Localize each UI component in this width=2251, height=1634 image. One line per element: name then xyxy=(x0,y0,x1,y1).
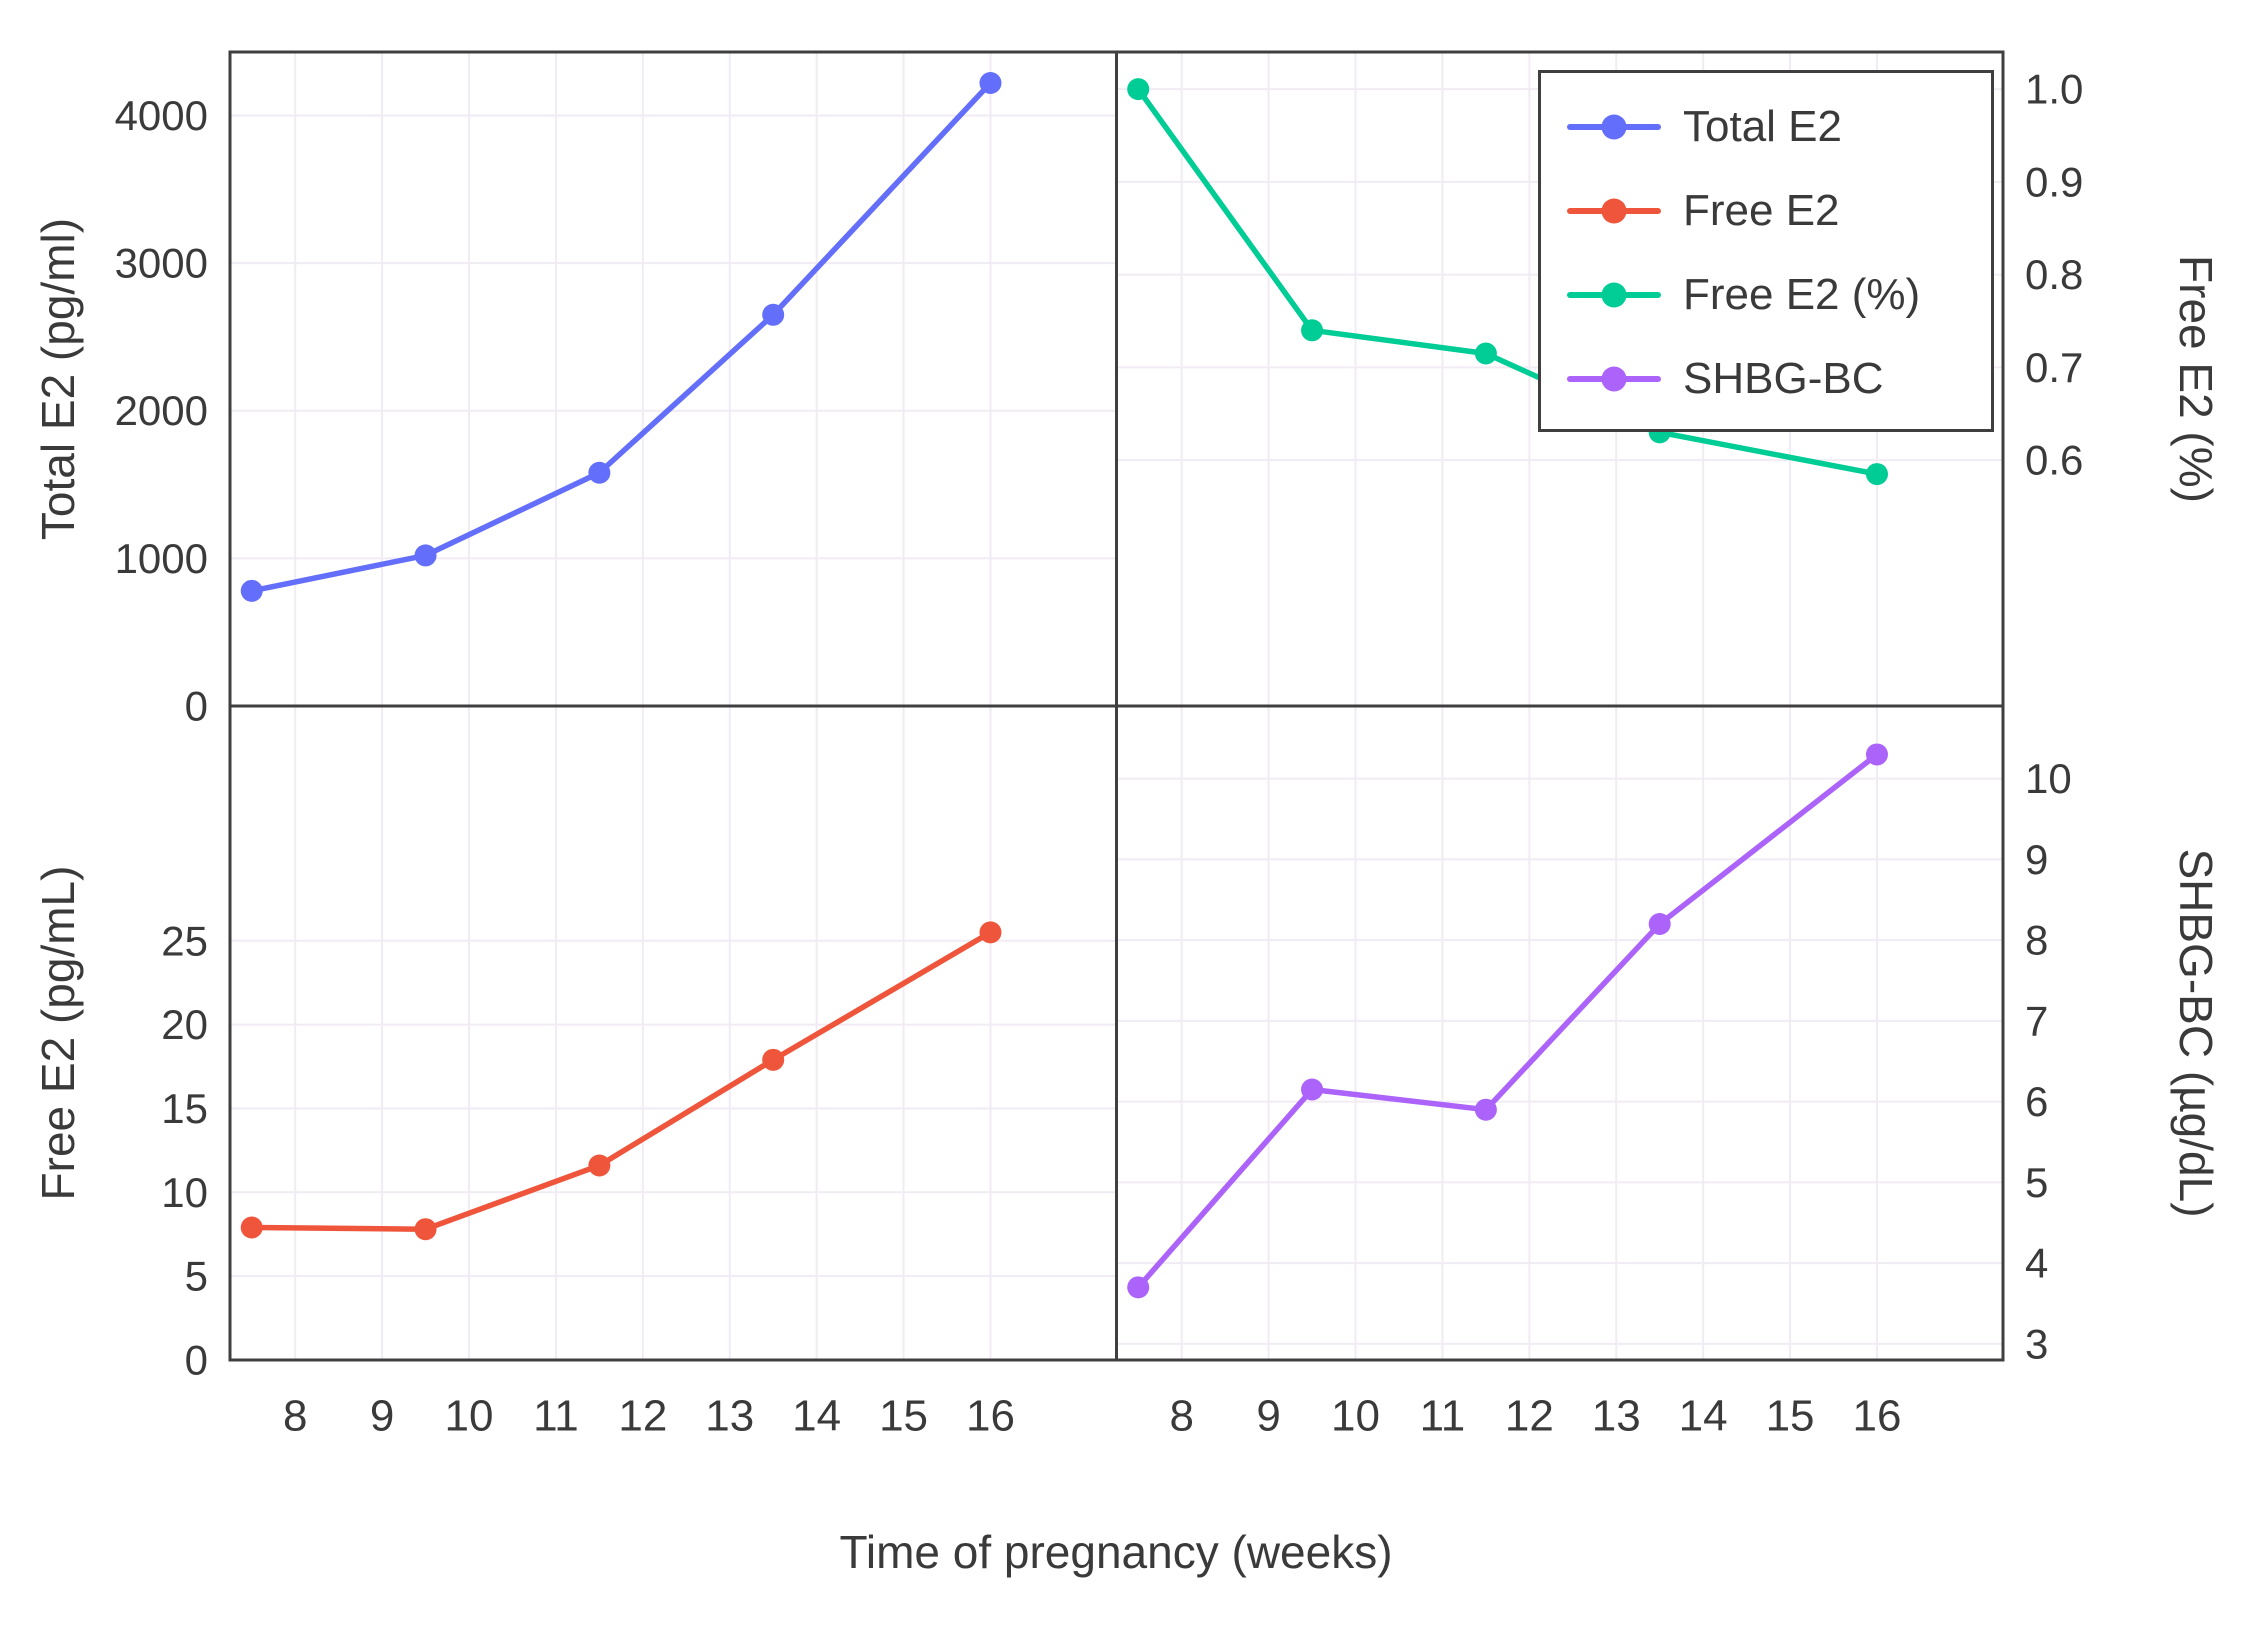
legend-label-free-e2-percent: Free E2 (%) xyxy=(1683,270,1921,319)
y-tick-label: 3000 xyxy=(115,240,208,287)
y-tick-label: 25 xyxy=(161,917,208,964)
y-tick-label: 1000 xyxy=(115,535,208,582)
free-e2-point xyxy=(1127,78,1150,101)
x-tick-label: 16 xyxy=(1853,1392,1902,1441)
legend-label-free-e2: Free E2 xyxy=(1683,186,1840,235)
y-tick-label: 20 xyxy=(161,1001,208,1048)
x-tick-label: 16 xyxy=(966,1392,1015,1441)
x-tick-label: 13 xyxy=(1592,1392,1641,1441)
legend-label-total-e2: Total E2 xyxy=(1683,102,1842,151)
y-axis-title-free-e2-percent: Free E2 (%) xyxy=(2170,255,2222,503)
free-e2-point xyxy=(1865,463,1888,486)
x-tick-label: 14 xyxy=(792,1392,841,1441)
y-axis-title-total-e2: Total E2 (pg/ml) xyxy=(32,217,84,541)
y-tick-label: 15 xyxy=(161,1085,208,1132)
y-tick-label: 4000 xyxy=(115,92,208,139)
free-e2-point xyxy=(588,1154,611,1177)
y-tick-label: 9 xyxy=(2025,836,2048,883)
y-axis-title-shbg-bc: SHBG-BC (µg/dL) xyxy=(2170,848,2222,1218)
x-tick-label: 12 xyxy=(618,1392,667,1441)
total-e2-point xyxy=(979,72,1002,95)
shbg-bc-point xyxy=(1127,1276,1150,1299)
y-tick-label: 2000 xyxy=(115,387,208,434)
total-e2-point xyxy=(762,303,785,326)
shbg-bc-point xyxy=(1474,1098,1497,1121)
shbg-bc-point xyxy=(1301,1078,1324,1101)
y-tick-label: 10 xyxy=(161,1169,208,1216)
legend-label-shbg-bc: SHBG-BC xyxy=(1683,354,1884,403)
x-tick-label: 15 xyxy=(1766,1392,1815,1441)
x-tick-label: 9 xyxy=(370,1392,394,1441)
y-tick-label: 0.6 xyxy=(2025,437,2083,484)
x-tick-label: 12 xyxy=(1505,1392,1554,1441)
x-tick-label: 11 xyxy=(533,1392,579,1441)
legend-line-marker-free-e2-percent xyxy=(1567,292,1661,298)
legend-line-marker-shbg-bc xyxy=(1567,376,1661,382)
total-e2-point xyxy=(240,579,263,602)
total-e2-line xyxy=(248,80,994,594)
y-tick-label: 5 xyxy=(185,1253,208,1300)
y-tick-label: 3 xyxy=(2025,1320,2048,1367)
free-e2-line xyxy=(248,929,994,1232)
x-tick-label: 10 xyxy=(445,1392,494,1441)
free-e2-point xyxy=(240,1216,263,1239)
free-e2-point xyxy=(762,1048,785,1071)
y-tick-label: 7 xyxy=(2025,997,2048,1044)
x-tick-label: 11 xyxy=(1420,1392,1466,1441)
y-tick-label: 0 xyxy=(185,683,208,730)
x-tick-label: 8 xyxy=(1169,1392,1193,1441)
y-tick-label: 5 xyxy=(2025,1159,2048,1206)
x-tick-label: 8 xyxy=(283,1392,307,1441)
y-tick-label: 0.7 xyxy=(2025,344,2083,391)
shbg-bc-point xyxy=(1865,743,1888,766)
legend: Total E2 Free E2 Free E2 (%) SHBG-BC xyxy=(1538,70,1994,432)
shbg-bc-point xyxy=(1648,913,1671,935)
legend-line-marker-total-e2 xyxy=(1567,124,1661,130)
x-tick-label: 9 xyxy=(1256,1392,1280,1441)
y-tick-label: 10 xyxy=(2025,755,2072,802)
legend-item-free-e2: Free E2 xyxy=(1567,169,1981,253)
y-tick-label: 0.9 xyxy=(2025,158,2083,205)
x-tick-label: 10 xyxy=(1331,1392,1380,1441)
free-e2-point xyxy=(1474,342,1497,365)
panel-border xyxy=(228,50,1118,708)
x-tick-label: 13 xyxy=(705,1392,754,1441)
y-tick-label: 0.8 xyxy=(2025,251,2083,298)
panel-border xyxy=(228,704,1118,1362)
free-e2-point xyxy=(1301,319,1324,342)
x-tick-label: 14 xyxy=(1679,1392,1728,1441)
legend-item-total-e2: Total E2 xyxy=(1567,85,1981,169)
legend-item-free-e2-percent: Free E2 (%) xyxy=(1567,253,1981,337)
panel-border xyxy=(1115,704,2005,1362)
legend-item-shbg-bc: SHBG-BC xyxy=(1567,337,1981,421)
free-e2-point xyxy=(414,1218,437,1241)
total-e2-point xyxy=(588,461,611,484)
y-tick-label: 0 xyxy=(185,1337,208,1384)
free-e2-point xyxy=(979,921,1002,944)
y-tick-label: 6 xyxy=(2025,1078,2048,1125)
legend-line-marker-free-e2 xyxy=(1567,208,1661,214)
x-axis-title: Time of pregnancy (weeks) xyxy=(839,1526,1393,1578)
x-tick-label: 15 xyxy=(879,1392,928,1441)
total-e2-point xyxy=(414,544,437,567)
y-tick-label: 4 xyxy=(2025,1240,2048,1287)
y-axis-title-free-e2: Free E2 (pg/mL) xyxy=(32,865,84,1201)
y-tick-label: 8 xyxy=(2025,917,2048,964)
y-tick-label: 1.0 xyxy=(2025,66,2083,113)
